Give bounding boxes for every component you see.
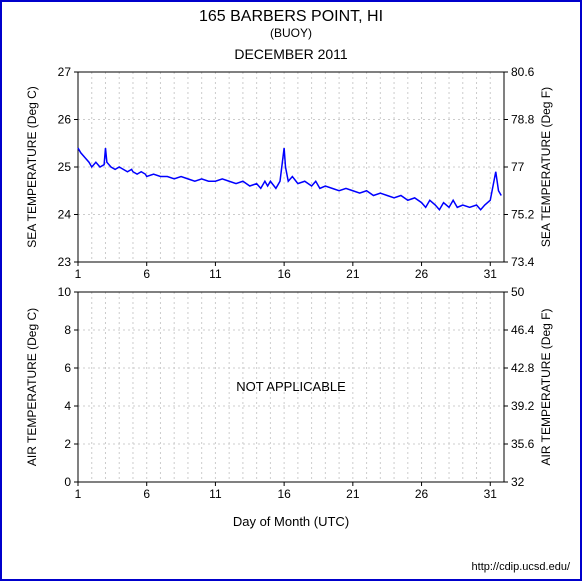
svg-text:6: 6 bbox=[64, 361, 71, 375]
credit-link[interactable]: http://cdip.ucsd.edu/ bbox=[472, 561, 570, 573]
svg-text:25: 25 bbox=[58, 160, 72, 174]
svg-text:16: 16 bbox=[277, 267, 291, 281]
chart-subtitle: (BUOY) bbox=[2, 26, 580, 40]
chart-container: 165 BARBERS POINT, HI (BUOY) DECEMBER 20… bbox=[0, 0, 582, 581]
svg-text:32: 32 bbox=[511, 475, 525, 489]
svg-text:26: 26 bbox=[58, 113, 72, 127]
svg-text:23: 23 bbox=[58, 255, 72, 269]
svg-text:31: 31 bbox=[484, 487, 498, 501]
svg-text:2: 2 bbox=[64, 437, 71, 451]
svg-text:31: 31 bbox=[484, 267, 498, 281]
svg-text:26: 26 bbox=[415, 487, 429, 501]
svg-text:21: 21 bbox=[346, 487, 360, 501]
svg-text:0: 0 bbox=[64, 475, 71, 489]
svg-text:35.6: 35.6 bbox=[511, 437, 535, 451]
svg-text:39.2: 39.2 bbox=[511, 399, 535, 413]
svg-text:8: 8 bbox=[64, 323, 71, 337]
svg-text:4: 4 bbox=[64, 399, 71, 413]
svg-text:77: 77 bbox=[511, 160, 525, 174]
svg-text:50: 50 bbox=[511, 285, 525, 299]
svg-text:78.8: 78.8 bbox=[511, 113, 535, 127]
svg-text:AIR TEMPERATURE (Deg F): AIR TEMPERATURE (Deg F) bbox=[539, 309, 553, 466]
svg-text:42.8: 42.8 bbox=[511, 361, 535, 375]
svg-text:10: 10 bbox=[58, 285, 72, 299]
chart-title: 165 BARBERS POINT, HI bbox=[2, 8, 580, 26]
svg-text:46.4: 46.4 bbox=[511, 323, 535, 337]
svg-text:24: 24 bbox=[58, 208, 72, 222]
svg-text:6: 6 bbox=[143, 487, 150, 501]
svg-text:SEA TEMPERATURE (Deg F): SEA TEMPERATURE (Deg F) bbox=[539, 87, 553, 247]
svg-text:16: 16 bbox=[277, 487, 291, 501]
svg-text:11: 11 bbox=[209, 267, 222, 281]
chart-svg: 232425262773.475.27778.880.6161116212631… bbox=[2, 62, 580, 562]
svg-text:SEA TEMPERATURE (Deg C): SEA TEMPERATURE (Deg C) bbox=[25, 86, 39, 248]
svg-text:Day of Month (UTC): Day of Month (UTC) bbox=[233, 514, 349, 529]
svg-text:80.6: 80.6 bbox=[511, 65, 535, 79]
svg-text:27: 27 bbox=[58, 65, 72, 79]
svg-text:11: 11 bbox=[209, 487, 222, 501]
svg-text:1: 1 bbox=[75, 487, 82, 501]
svg-text:NOT APPLICABLE: NOT APPLICABLE bbox=[236, 379, 346, 394]
svg-text:75.2: 75.2 bbox=[511, 208, 535, 222]
svg-text:73.4: 73.4 bbox=[511, 255, 535, 269]
svg-text:26: 26 bbox=[415, 267, 429, 281]
svg-text:1: 1 bbox=[75, 267, 82, 281]
svg-text:21: 21 bbox=[346, 267, 360, 281]
chart-period: DECEMBER 2011 bbox=[2, 46, 580, 62]
svg-text:AIR TEMPERATURE (Deg C): AIR TEMPERATURE (Deg C) bbox=[25, 308, 39, 466]
svg-text:6: 6 bbox=[143, 267, 150, 281]
